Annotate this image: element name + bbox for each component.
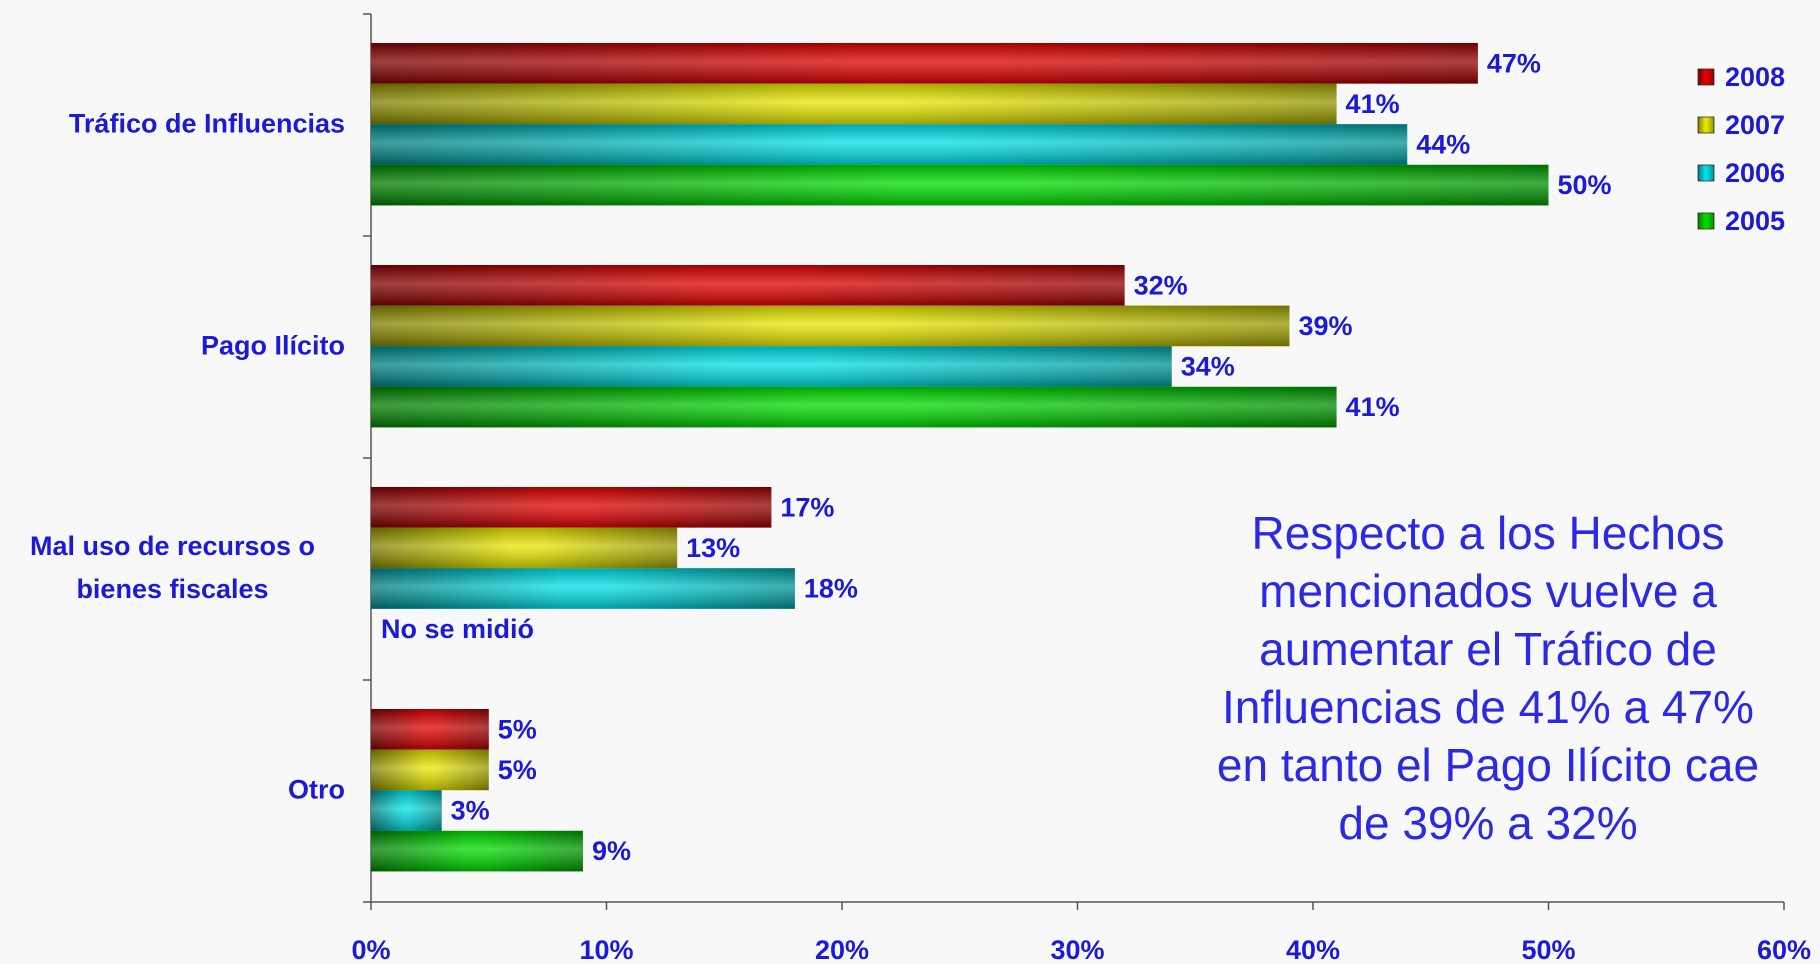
category-label: Otro: [288, 774, 345, 805]
bar: [371, 305, 1290, 347]
bar: [371, 830, 583, 872]
x-tick-label: 50%: [1521, 935, 1575, 964]
legend-label: 2008: [1725, 62, 1785, 92]
legend-label: 2007: [1725, 110, 1785, 140]
annotation-line: Respecto a los Hechos: [1251, 507, 1724, 559]
bar: [371, 386, 1337, 428]
category-label: Tráfico de Influencias: [68, 108, 345, 139]
bar: [371, 749, 489, 791]
bar: [371, 568, 795, 609]
value-label: 44%: [1416, 130, 1470, 160]
bar: [371, 346, 1172, 387]
annotation-line: Influencias de 41% a 47%: [1222, 681, 1754, 733]
value-label: 13%: [686, 533, 740, 563]
annotation-line: de 39% a 32%: [1338, 797, 1637, 849]
bar: [371, 83, 1337, 125]
value-label: 34%: [1181, 352, 1235, 382]
x-tick-label: 0%: [351, 935, 390, 964]
value-label: 18%: [804, 574, 858, 604]
value-label: 47%: [1487, 48, 1541, 78]
value-label: 5%: [498, 755, 537, 785]
value-label: 17%: [780, 492, 834, 522]
legend-label: 2006: [1725, 158, 1785, 188]
x-tick-label: 30%: [1050, 935, 1104, 964]
bar: [371, 265, 1125, 306]
value-label: 9%: [592, 836, 631, 866]
legend-swatch: [1697, 68, 1715, 86]
value-label: 41%: [1346, 89, 1400, 119]
annotation-line: aumentar el Tráfico de: [1259, 623, 1717, 675]
legend-swatch: [1697, 116, 1715, 134]
category-label: Mal uso de recursos o bienes fiscales: [29, 531, 316, 605]
value-label: 3%: [451, 796, 490, 826]
legend-swatch: [1697, 212, 1715, 230]
legend-swatch: [1697, 164, 1715, 182]
bar: [371, 790, 442, 831]
value-label: 39%: [1298, 311, 1352, 341]
x-tick-label: 60%: [1757, 935, 1811, 964]
bar: [371, 43, 1478, 84]
value-label: 32%: [1134, 270, 1188, 300]
bar: [371, 487, 772, 528]
missing-note: No se midió: [381, 614, 534, 644]
legend-label: 2005: [1725, 206, 1785, 236]
annotation-line: mencionados vuelve a: [1259, 565, 1717, 617]
annotation-line: en tanto el Pago Ilícito cae: [1217, 739, 1759, 791]
bar: [371, 527, 678, 569]
x-tick-label: 20%: [815, 935, 869, 964]
value-label: 5%: [498, 714, 537, 744]
category-label: Pago Ilícito: [200, 330, 345, 361]
value-label: 50%: [1558, 170, 1612, 200]
bar: [371, 709, 489, 750]
value-label: 41%: [1346, 392, 1400, 422]
bar: [371, 124, 1408, 165]
bar: [371, 164, 1549, 206]
x-tick-label: 10%: [579, 935, 633, 964]
x-tick-label: 40%: [1286, 935, 1340, 964]
